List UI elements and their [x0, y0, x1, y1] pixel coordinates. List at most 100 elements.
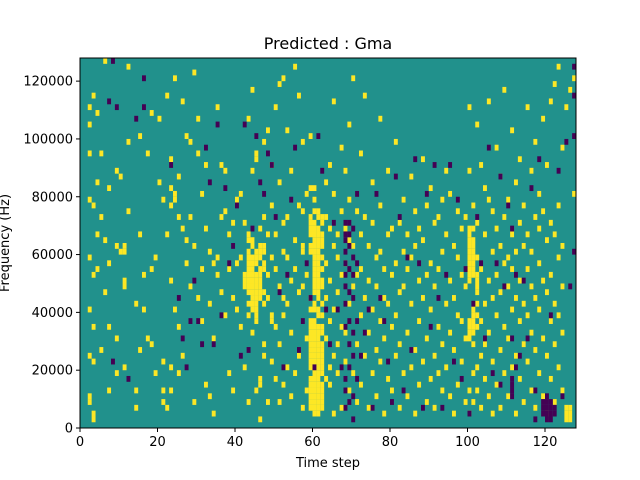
heatmap-cell-low — [552, 410, 557, 417]
heatmap-cell-high — [521, 202, 526, 209]
heatmap-cell-high — [378, 318, 383, 324]
heatmap-cell-high — [91, 323, 96, 330]
heatmap-cell-high — [277, 179, 282, 186]
heatmap-cell-high — [343, 358, 348, 365]
heatmap-cell-high — [537, 306, 542, 313]
heatmap-cell-high — [510, 306, 515, 313]
heatmap-cell-high — [103, 289, 108, 296]
heatmap-cell-high — [444, 231, 449, 238]
heatmap-cell-high — [525, 312, 530, 319]
heatmap-cell-low — [386, 358, 391, 365]
heatmap-cell-high — [324, 335, 329, 342]
heatmap-cell-low — [347, 289, 352, 296]
heatmap-cell-low — [246, 347, 251, 353]
heatmap-cell-high — [440, 196, 445, 203]
heatmap-cell-high — [440, 248, 445, 255]
heatmap-cell-high — [95, 110, 100, 116]
heatmap-cell-high — [362, 214, 367, 220]
x-axis: 0 20 40 60 80 100 120 — [76, 428, 557, 450]
heatmap-cell-high — [541, 335, 546, 342]
heatmap-cell-high — [246, 300, 251, 307]
heatmap-cell-high — [246, 312, 251, 319]
x-tick-label: 0 — [76, 435, 84, 450]
heatmap-cell-high — [254, 150, 259, 157]
heatmap-cell-high — [312, 248, 317, 255]
heatmap-cell-high — [405, 393, 410, 400]
heatmap-cell-high — [486, 277, 491, 284]
heatmap-cell-high — [479, 404, 484, 411]
heatmap-cell-high — [545, 352, 549, 359]
heatmap-cell-high — [475, 283, 480, 290]
heatmap-cell-high — [316, 387, 321, 394]
heatmap-cell-high — [316, 271, 321, 278]
heatmap-cell-high — [320, 219, 325, 226]
heatmap-cell-high — [335, 370, 340, 377]
heatmap-cell-high — [362, 92, 367, 99]
heatmap-cell-high — [378, 248, 383, 255]
heatmap-cell-high — [312, 306, 317, 313]
heatmap-cell-high — [308, 248, 313, 255]
heatmap-cell-high — [514, 295, 518, 301]
heatmap-cell-high — [521, 399, 526, 405]
heatmap-cell-high — [114, 370, 119, 377]
heatmap-cell-low — [529, 185, 534, 192]
heatmap-cell-high — [304, 387, 309, 394]
heatmap-cell-high — [475, 254, 480, 261]
heatmap-cell-high — [490, 248, 495, 255]
heatmap-cell-high — [266, 231, 270, 238]
heatmap-cell-high — [176, 214, 181, 220]
heatmap-cell-low — [312, 364, 317, 371]
heatmap-cell-high — [173, 196, 177, 203]
heatmap-cell-high — [312, 323, 317, 330]
heatmap-cell-high — [455, 208, 460, 215]
heatmap-cell-high — [250, 300, 255, 307]
heatmap-cell-high — [169, 156, 174, 163]
heatmap-cell-high — [200, 318, 205, 324]
heatmap-cell-high — [343, 225, 348, 232]
heatmap-cell-high — [312, 277, 317, 284]
heatmap-cell-low — [510, 335, 515, 342]
heatmap-cell-high — [556, 364, 561, 371]
heatmap-cell-low — [269, 162, 274, 168]
heatmap-cell-low — [304, 260, 309, 267]
heatmap-cell-high — [312, 225, 317, 232]
heatmap-cell-high — [455, 381, 460, 388]
heatmap-cell-high — [324, 179, 329, 186]
heatmap-cell-high — [192, 69, 197, 76]
heatmap-cell-high — [343, 167, 348, 174]
heatmap-cell-high — [421, 156, 425, 163]
heatmap-cell-low — [486, 144, 491, 151]
heatmap-cell-high — [169, 387, 174, 394]
heatmap-cell-low — [514, 271, 518, 278]
heatmap-cell-high — [277, 399, 282, 405]
heatmap-cell-low — [343, 404, 348, 411]
heatmap-cell-high — [211, 260, 216, 267]
heatmap-cell-high — [246, 237, 251, 244]
heatmap-cell-high — [564, 104, 569, 111]
heatmap-cell-high — [405, 329, 410, 336]
heatmap-cell-high — [192, 243, 197, 249]
heatmap-cell-high — [273, 323, 278, 330]
heatmap-cell-low — [452, 358, 456, 365]
heatmap-cell-high — [378, 202, 383, 209]
heatmap-cell-high — [471, 399, 476, 405]
heatmap-cell-high — [459, 318, 464, 324]
heatmap-cell-high — [297, 92, 301, 99]
heatmap-cell-high — [312, 358, 317, 365]
heatmap-cell-low — [436, 295, 441, 301]
heatmap-cell-high — [99, 150, 104, 157]
heatmap-cell-high — [312, 196, 317, 203]
heatmap-cell-low — [300, 318, 305, 324]
heatmap-cell-high — [304, 271, 309, 278]
heatmap-cell-high — [281, 219, 286, 226]
heatmap-cell-high — [262, 352, 267, 359]
heatmap-cell-high — [91, 202, 96, 209]
heatmap-cell-low — [479, 260, 484, 267]
heatmap-cell-high — [335, 341, 340, 348]
heatmap-cell-high — [409, 300, 414, 307]
heatmap-cell-high — [467, 225, 472, 232]
heatmap-cell-high — [529, 283, 534, 290]
heatmap-cell-high — [207, 300, 212, 307]
heatmap-cell-high — [215, 254, 220, 261]
heatmap-cell-low — [351, 225, 356, 232]
